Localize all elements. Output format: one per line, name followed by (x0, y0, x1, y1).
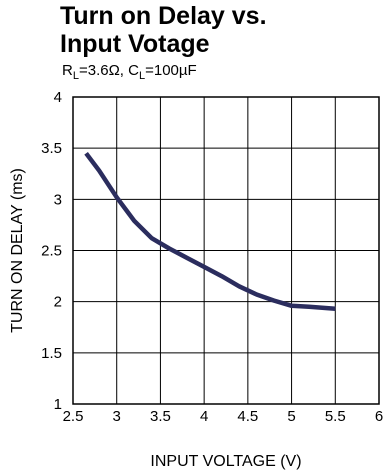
x-axis-title: INPUT VOLTAGE (V) (150, 453, 301, 470)
y-tick-label: 1.5 (41, 345, 62, 362)
y-tick-labels: 1 1.5 2 2.5 3 3.5 4 (41, 89, 62, 413)
x-tick-label: 4 (200, 408, 208, 425)
y-tick-label: 3.5 (41, 140, 62, 157)
y-tick-label: 1 (54, 396, 62, 413)
x-tick-label: 3 (113, 408, 121, 425)
x-tick-labels: 2.5 3 3.5 4 4.5 5 5.5 6 (63, 408, 384, 425)
plot-frame (72, 96, 380, 405)
x-tick-label: 5.5 (325, 408, 346, 425)
chart-series (84, 151, 336, 312)
x-tick-label: 2.5 (63, 408, 84, 425)
resistor-symbol: R (62, 62, 73, 79)
y-tick-label: 2 (54, 294, 62, 311)
y-tick-label: 4 (54, 89, 62, 106)
y-tick-label: 3 (54, 191, 62, 208)
x-tick-label: 6 (375, 408, 383, 425)
y-axis-title: TURN ON DELAY (ms) (9, 168, 26, 333)
x-tick-label: 5 (287, 408, 295, 425)
chart-conditions: RL=3.6Ω, CL=100µF (62, 62, 197, 82)
y-tick-label: 2.5 (41, 243, 62, 260)
x-tick-label: 4.5 (237, 408, 258, 425)
capacitor-symbol: C (128, 62, 139, 79)
chart-title-line-1: Turn on Delay vs. (60, 2, 267, 30)
capacitor-value: =100µF (145, 62, 197, 79)
chart-title: Turn on Delay vs. Input Votage (60, 2, 267, 58)
x-tick-label: 3.5 (150, 408, 171, 425)
series-line (84, 151, 336, 312)
chart-grid (72, 96, 380, 405)
resistor-value: =3.6Ω, (78, 62, 129, 79)
chart-title-line-2: Input Votage (60, 30, 210, 58)
capacitor-subscript: L (138, 70, 146, 82)
resistor-subscript: L (72, 70, 79, 82)
